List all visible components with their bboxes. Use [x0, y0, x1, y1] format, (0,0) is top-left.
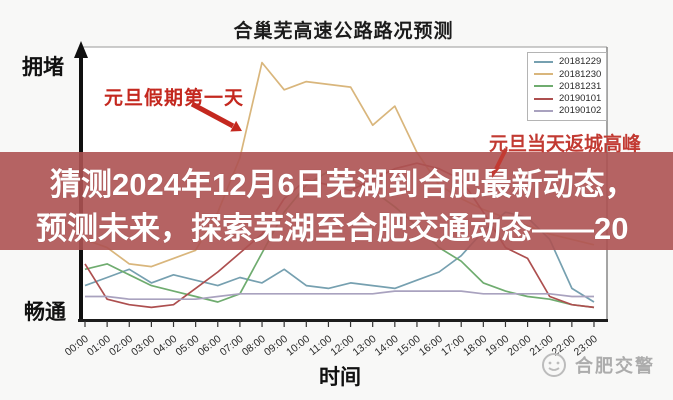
legend-label: 20181229 — [559, 56, 602, 68]
annotation-holiday-first-day: 元旦假期第一天 — [104, 88, 245, 109]
annotation-return-peak: 元旦当天返城高峰 — [489, 134, 642, 155]
legend-label: 20190102 — [559, 105, 602, 117]
banner-text-line2: 预测未来，探索芜湖至合肥交通动态——20 — [36, 211, 629, 246]
annotation-arrow-2 — [491, 148, 508, 178]
legend-item-20181229: 20181229 — [534, 56, 602, 68]
legend-swatch-icon — [534, 61, 553, 64]
legend-swatch-icon — [534, 109, 553, 112]
chart-legend: 20181229 20181230 20181231 20190101 20190102 — [527, 52, 607, 121]
headline-banner: 猜测2024年12月6日芜湖到合肥最新动态， 预测未来，探索芜湖至合肥交通动态—… — [0, 152, 673, 250]
legend-label: 20190101 — [559, 92, 602, 104]
watermark: 合肥交警 — [541, 352, 655, 378]
legend-item-20181230: 20181230 — [534, 68, 602, 80]
banner-text-line1: 猜测2024年12月6日芜湖到合肥最新动态， — [50, 167, 636, 202]
chart-title: 合巢芜高速公路路况预测 — [233, 21, 454, 42]
annotation-arrow-1 — [190, 101, 242, 132]
y-axis-arrow-icon — [74, 41, 88, 58]
legend-item-20181231: 20181231 — [534, 80, 602, 92]
legend-item-20190102: 20190102 — [534, 105, 602, 117]
x-axis-line — [78, 319, 608, 322]
x-axis-label: 时间 — [319, 366, 361, 389]
y-axis-label-congested: 拥堵 — [22, 56, 64, 79]
legend-swatch-icon — [534, 97, 553, 100]
legend-label: 20181231 — [559, 80, 602, 92]
y-axis-label-clear: 畅通 — [24, 301, 66, 324]
watermark-text: 合肥交警 — [575, 356, 655, 376]
legend-swatch-icon — [534, 85, 553, 88]
legend-swatch-icon — [534, 73, 553, 76]
legend-item-20190101: 20190101 — [534, 93, 602, 105]
legend-label: 20181230 — [559, 68, 602, 80]
series-line-20190102 — [85, 290, 594, 301]
hefei-police-logo-icon — [542, 353, 566, 377]
